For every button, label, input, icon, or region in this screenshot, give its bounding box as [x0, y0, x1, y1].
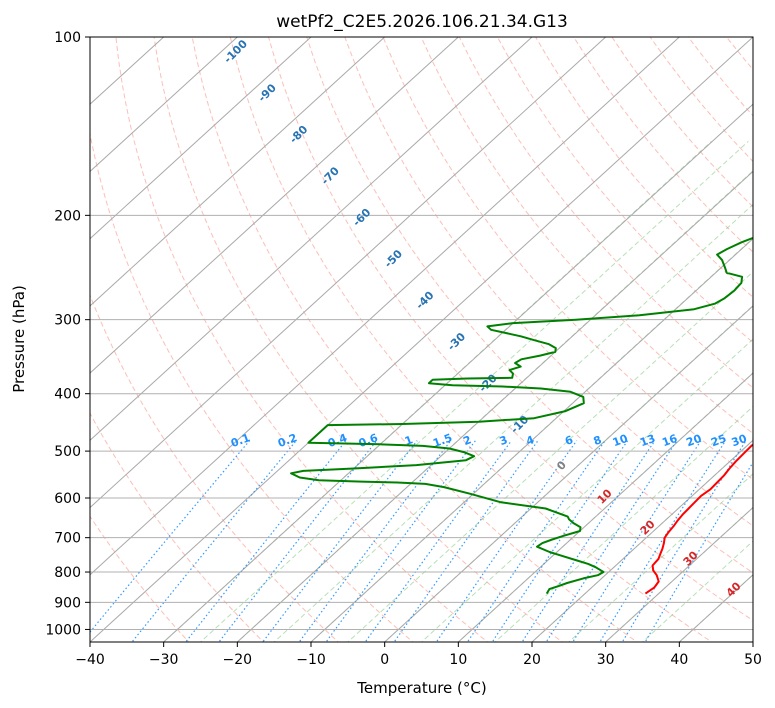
dry-adiabat	[458, 37, 753, 389]
y-axis-ticks: 100 200 300 400 500 600 700 800 900 1000	[45, 30, 90, 638]
moist-adiabat	[494, 405, 753, 642]
dry-adiabat	[90, 131, 414, 642]
mixing-ratio-label: 20	[685, 432, 704, 450]
mixing-ratio-line	[218, 440, 378, 642]
moist-adiabat	[568, 473, 753, 642]
mixing-ratio-label: 25	[709, 432, 728, 449]
dewpoint-profile	[290, 236, 753, 595]
x-tick-label: −30	[149, 652, 179, 668]
y-tick-label: 1000	[45, 622, 81, 638]
x-tick-label: −10	[296, 652, 326, 668]
moist-adiabat	[273, 203, 753, 642]
mixing-ratio-label: 16	[660, 432, 679, 450]
isotherm-line	[90, 37, 459, 374]
y-tick-label: 900	[54, 595, 81, 611]
mixing-ratio-line	[572, 440, 702, 642]
mixing-ratio-line	[185, 440, 347, 642]
profiles	[290, 236, 753, 595]
pressure-gridlines	[90, 37, 753, 630]
x-tick-label: 30	[597, 652, 615, 668]
isotherm-line	[90, 37, 753, 642]
dry-adiabat	[344, 37, 753, 527]
y-tick-label: 500	[54, 444, 81, 460]
isotherm-line	[90, 37, 312, 240]
mixing-ratio-label: 2	[462, 433, 474, 448]
dry-adiabat	[306, 37, 753, 574]
mixing-ratio-label: 8	[592, 433, 604, 448]
mixing-ratio-line	[261, 440, 418, 642]
x-tick-label: −20	[223, 652, 253, 668]
mixing-ratio-line	[466, 440, 606, 642]
y-axis-label: Pressure (hPa)	[10, 285, 28, 393]
plot-frame	[89, 36, 754, 643]
isotherm-line	[605, 506, 753, 642]
x-axis-label: Temperature (°C)	[356, 679, 486, 697]
y-tick-label: 300	[54, 313, 81, 329]
isotherm-line	[90, 37, 386, 307]
x-axis-ticks: −40 −30 −20 −10 0 10 20 30 40 50	[75, 642, 762, 668]
isotherm-line	[384, 305, 753, 642]
dry-adiabat	[535, 37, 753, 298]
x-tick-label: 50	[744, 652, 762, 668]
isotherm-line	[90, 37, 238, 173]
mixing-ratio-line	[393, 440, 539, 642]
mixing-ratio-label: 0.4	[326, 431, 349, 450]
mixing-ratio-line	[491, 440, 629, 642]
x-tick-label: 0	[380, 652, 389, 668]
moist-adiabat	[199, 140, 749, 642]
mixing-ratio-label: 10	[611, 432, 630, 450]
mixing-ratio-label: 0.1	[229, 431, 252, 450]
mixing-ratio-label: 6	[563, 433, 575, 448]
mixing-ratio-label: 4	[524, 433, 536, 448]
moist-adiabat	[347, 271, 753, 642]
mixing-ratio-line	[364, 440, 512, 642]
x-tick-label: 40	[670, 652, 688, 668]
mixing-ratio-label: 3	[498, 433, 510, 448]
mixing-ratio-line	[599, 440, 727, 642]
dry-adiabat	[382, 37, 753, 481]
x-tick-label: −40	[75, 652, 105, 668]
mixing-ratio-label: 30	[730, 432, 749, 450]
mixing-ratio-label: 1.5	[431, 431, 454, 450]
mixing-ratio-label: 0.2	[276, 431, 299, 450]
mixing-ratio-label: 13	[638, 432, 657, 449]
temperature-profile	[644, 443, 753, 595]
isotherm-line	[90, 37, 533, 442]
mixing-ratio-label: 36	[751, 432, 770, 450]
mixing-ratio-line	[521, 440, 656, 642]
isotherm-line	[90, 37, 680, 576]
isotherm-line	[163, 103, 753, 642]
isotherm-line	[236, 170, 753, 642]
isotherm-line	[310, 237, 753, 642]
mixing-ratio-line	[621, 440, 747, 642]
mixing-ratio-line	[545, 440, 678, 642]
mixing-ratio-line	[644, 461, 753, 642]
y-tick-label: 100	[54, 30, 81, 46]
mixing-ratio-label: 0.6	[357, 431, 380, 450]
mixing-ratio-label: 1	[403, 433, 415, 448]
chart-title: wetPf2_C2E5.2026.106.21.34.G13	[276, 12, 568, 32]
y-tick-label: 400	[54, 387, 81, 403]
isotherm-line	[457, 372, 753, 642]
moist-adiabat	[641, 540, 753, 642]
x-tick-label: 10	[449, 652, 467, 668]
y-tick-label: 800	[54, 565, 81, 581]
y-tick-label: 200	[54, 208, 81, 224]
x-tick-label: 20	[523, 652, 541, 668]
isotherm-line	[531, 439, 753, 642]
y-tick-label: 600	[54, 491, 81, 507]
y-tick-label: 700	[54, 531, 81, 547]
isotherm-line	[90, 37, 607, 509]
